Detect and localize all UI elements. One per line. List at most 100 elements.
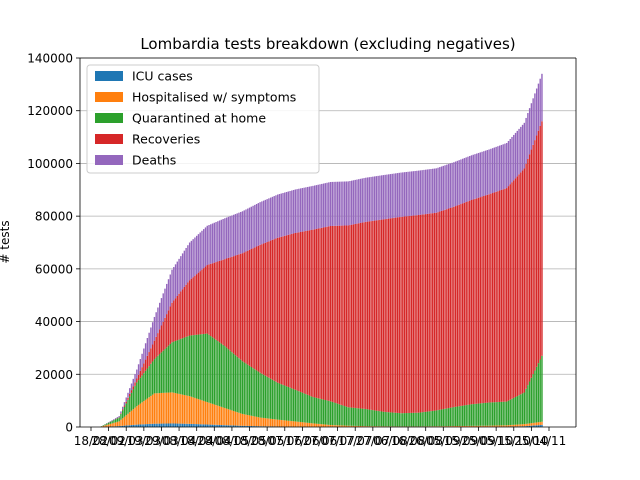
bar-segment	[132, 409, 134, 425]
bar-segment	[437, 167, 439, 213]
bar-segment	[532, 374, 534, 423]
bar-segment	[388, 174, 390, 219]
bar-segment	[144, 424, 147, 427]
bar-segment	[120, 413, 122, 420]
bar-segment	[454, 206, 457, 407]
bar-segment	[199, 232, 201, 272]
bar-segment	[213, 404, 216, 425]
bar-segment	[410, 215, 413, 413]
axes: 0 20000 40000 60000 80000 100000 120000 140000 1…	[27, 52, 577, 448]
bar-segment	[215, 405, 217, 425]
bar-segment	[335, 225, 337, 404]
bar-segment	[183, 286, 186, 338]
bar-segment	[199, 424, 201, 427]
bar-segment	[534, 422, 536, 426]
bar-segment	[190, 396, 193, 424]
bar-segment	[224, 218, 226, 260]
bar-segment	[495, 146, 497, 192]
bar-segment	[255, 416, 258, 427]
bar-segment	[301, 392, 304, 423]
bar-segment	[139, 359, 142, 371]
bar-segment	[284, 235, 286, 386]
bar-segment	[340, 425, 342, 427]
bar-segment	[306, 394, 309, 423]
bar-segment	[521, 424, 524, 427]
bar-segment	[171, 392, 173, 424]
bar-segment	[407, 171, 409, 217]
bar-segment	[375, 176, 378, 221]
bar-segment	[407, 413, 409, 427]
bar-segment	[210, 424, 212, 427]
bar-segment	[287, 386, 289, 421]
bar-segment	[306, 422, 309, 427]
bar-segment	[461, 405, 464, 426]
bar-segment	[157, 393, 159, 424]
bar-segment	[227, 409, 230, 426]
bar-segment	[447, 164, 450, 209]
bar-segment	[220, 406, 223, 426]
bar-segment	[123, 425, 126, 427]
bar-segment	[285, 235, 288, 387]
bar-segment	[259, 372, 261, 418]
bar-segment	[275, 381, 277, 420]
bar-segment	[231, 410, 233, 426]
bar-segment	[118, 421, 120, 427]
bar-segment	[361, 178, 363, 223]
bar-segment	[250, 206, 253, 250]
bar-segment	[317, 228, 319, 399]
bar-segment	[195, 398, 198, 425]
bar-segment	[224, 259, 226, 347]
bar-segment	[333, 402, 335, 426]
bar-segment	[521, 170, 524, 394]
bar-segment	[129, 425, 131, 427]
bar-segment	[141, 375, 143, 403]
bar-segment	[178, 293, 180, 340]
bar-segment	[310, 423, 312, 427]
bar-segment	[493, 147, 496, 193]
bar-segment	[463, 425, 466, 427]
bar-segment	[444, 165, 446, 210]
bar-segment	[421, 214, 423, 413]
bar-segment	[211, 263, 214, 338]
bar-segment	[363, 408, 365, 427]
bar-segment	[539, 125, 541, 360]
bar-segment	[151, 361, 154, 395]
bar-segment	[532, 422, 534, 426]
bar-segment	[203, 424, 205, 427]
bar-segment	[143, 373, 145, 402]
bar-segment	[259, 244, 261, 373]
bar-segment	[120, 413, 122, 414]
bar-segment	[345, 225, 348, 407]
bar-segment	[164, 288, 166, 318]
bar-segment	[509, 184, 511, 400]
bar-segment	[310, 396, 312, 424]
bar-segment	[528, 423, 531, 426]
bar-segment	[122, 406, 124, 410]
bar-segment	[305, 187, 307, 231]
bar-segment	[278, 194, 281, 238]
bar-segment	[507, 186, 510, 401]
bar-segment	[218, 220, 221, 261]
bar-segment	[359, 178, 362, 223]
bar-segment	[469, 156, 471, 201]
bar-segment	[166, 347, 168, 393]
bar-segment	[176, 261, 179, 296]
bar-segment	[500, 425, 503, 427]
bar-segment	[285, 192, 288, 236]
bar-segment	[322, 183, 325, 228]
bar-segment	[130, 425, 133, 427]
bar-segment	[252, 205, 254, 249]
bar-segment	[222, 344, 224, 408]
bar-segment	[375, 410, 378, 427]
bar-segment	[440, 409, 443, 427]
bar-segment	[396, 412, 399, 427]
bar-segment	[241, 425, 244, 427]
bar-segment	[481, 403, 483, 426]
bar-segment	[317, 423, 319, 427]
bar-segment	[442, 165, 445, 211]
bar-segment	[424, 214, 427, 412]
bar-segment	[527, 385, 529, 424]
bar-segment	[122, 409, 124, 411]
bar-segment	[400, 216, 402, 414]
bar-segment	[405, 171, 408, 217]
